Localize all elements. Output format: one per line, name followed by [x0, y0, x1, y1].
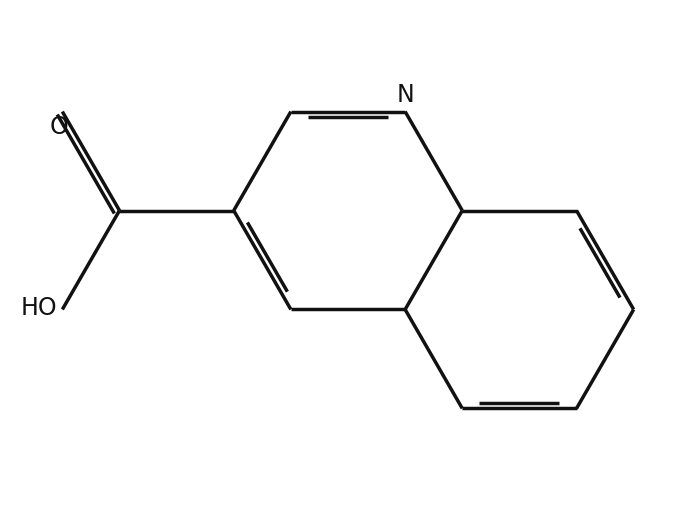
Text: HO: HO [20, 296, 57, 320]
Text: O: O [49, 115, 68, 139]
Text: N: N [396, 83, 414, 107]
